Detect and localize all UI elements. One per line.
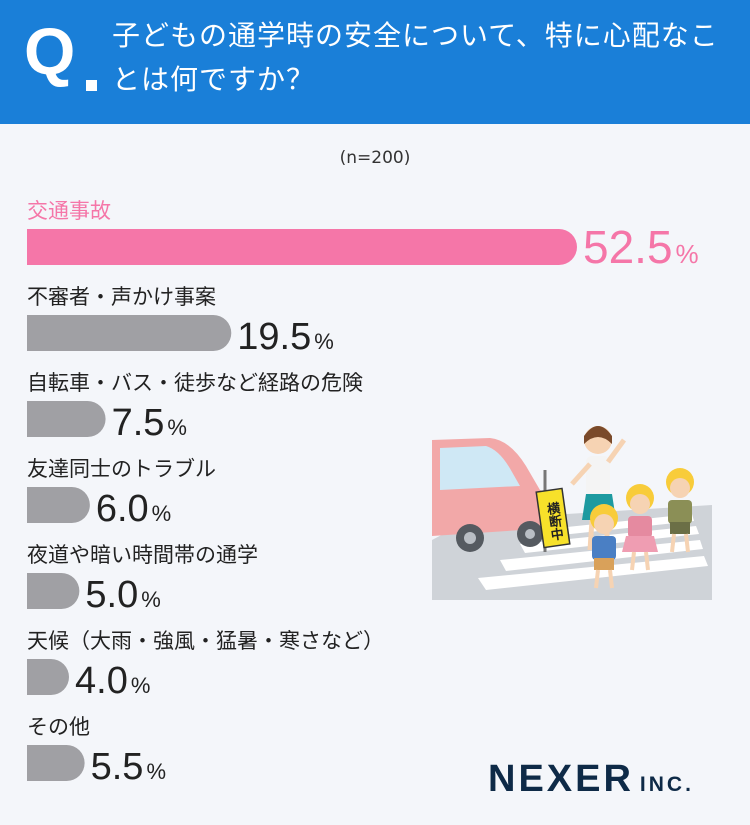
category-label: 友達同士のトラブル xyxy=(27,457,216,481)
value-label: 19.5% xyxy=(237,316,334,358)
value-label: 4.0% xyxy=(75,660,150,702)
bar xyxy=(27,315,232,351)
brand-suffix: INC. xyxy=(639,773,694,796)
bar xyxy=(27,573,80,609)
crosswalk-stripe xyxy=(538,514,694,537)
sample-size: (n=200) xyxy=(339,148,411,168)
brand-name: NEXER xyxy=(488,758,634,800)
sign-text: 横断中 xyxy=(543,500,564,543)
nexer-logo: NEXER INC. xyxy=(488,758,694,801)
q-mark: Q xyxy=(24,14,76,88)
q-dot xyxy=(86,80,97,91)
value-label: 52.5% xyxy=(583,221,699,273)
category-label: 交通事故 xyxy=(27,199,111,223)
child-figure xyxy=(590,504,618,589)
bar xyxy=(27,229,577,265)
question-header: Q 子どもの通学時の安全について、特に心配なことは何ですか？ xyxy=(0,0,750,124)
child-figure xyxy=(622,484,658,571)
category-label: 天候（大雨・強風・猛暑・寒さなど） xyxy=(27,629,384,653)
value-label: 7.5% xyxy=(112,402,187,444)
value-label: 5.0% xyxy=(85,574,160,616)
bar xyxy=(27,745,85,781)
car-graphic xyxy=(432,438,552,552)
crosswalk-stripe xyxy=(478,556,708,590)
bar xyxy=(27,401,106,437)
value-label: 5.5% xyxy=(91,746,166,788)
school-crossing-illustration: 横断中 xyxy=(432,426,712,600)
bar xyxy=(27,487,90,523)
category-label: 夜道や暗い時間帯の通学 xyxy=(27,543,258,567)
crossing-flag: 横断中 xyxy=(535,470,571,552)
value-label: 6.0% xyxy=(96,488,171,530)
bar xyxy=(27,659,69,695)
category-label: 不審者・声かけ事案 xyxy=(27,285,216,309)
category-label: その他 xyxy=(27,715,90,739)
category-label: 自転車・バス・徒歩など経路の危険 xyxy=(27,371,363,395)
child-figure xyxy=(666,468,694,553)
question-text: 子どもの通学時の安全について、特に心配なことは何ですか？ xyxy=(112,19,719,96)
